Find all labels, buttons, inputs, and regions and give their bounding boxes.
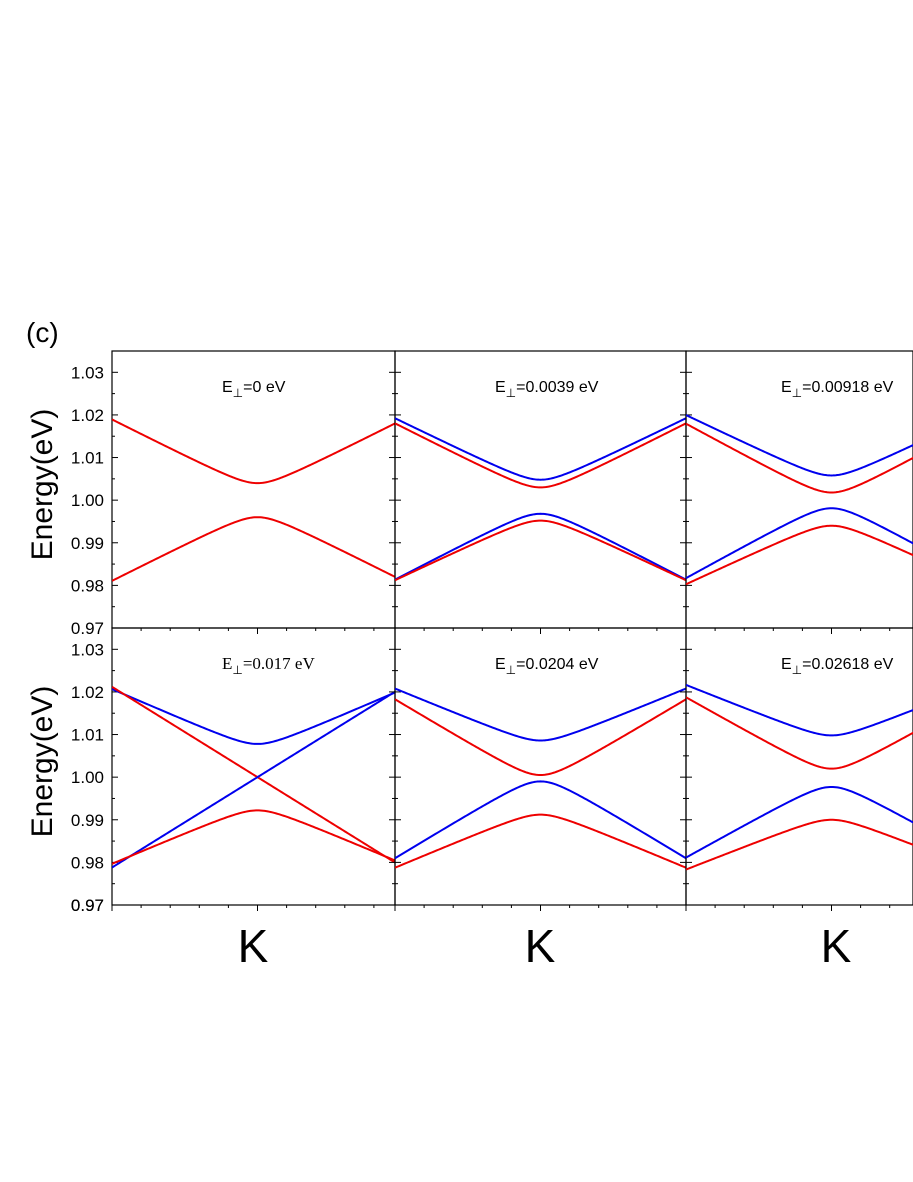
field-label: E⊥=0 eV: [222, 379, 286, 400]
band-line-red: [686, 524, 913, 586]
x-category-label: K: [238, 920, 269, 972]
band-line-red: [112, 516, 395, 582]
band-line-red: [686, 696, 913, 770]
y-tick-label: 1.00: [71, 491, 104, 510]
y-tick-label: 0.97: [71, 896, 104, 915]
y-tick-label: 1.01: [71, 449, 104, 468]
band-line-red: [112, 809, 395, 865]
panel-2: E⊥=0.0039 eV: [389, 350, 687, 634]
band-curves: [395, 417, 686, 582]
band-line-red: [112, 418, 395, 485]
y-tick-label: 1.03: [71, 363, 104, 382]
band-curves: [395, 687, 686, 869]
band-line-red: [395, 422, 686, 489]
x-category-label: K: [525, 920, 556, 972]
panel-frame: [685, 627, 913, 906]
x-category-label: K: [821, 920, 852, 972]
y-tick-label: 0.98: [71, 853, 104, 872]
y-tick-label: 0.99: [71, 811, 104, 830]
band-curves: [112, 418, 395, 582]
band-curves: [686, 414, 913, 586]
band-line-blue: [395, 687, 686, 742]
panel-letter: (c): [26, 317, 59, 348]
band-line-red: [395, 813, 686, 869]
field-label: E⊥=0.02618 eV: [781, 656, 894, 677]
y-tick-label: 1.01: [71, 726, 104, 745]
band-line-blue: [112, 690, 395, 869]
band-line-blue: [686, 785, 913, 859]
field-label: E⊥=0.0204 eV: [495, 656, 599, 677]
band-curves: [112, 685, 395, 869]
panel-3: E⊥=0.00918 eV: [680, 350, 913, 634]
band-line-red: [395, 698, 686, 777]
y-tick-label: 1.02: [71, 683, 104, 702]
panel-6: E⊥=0.02618 eV: [680, 627, 913, 911]
plot-area: 0.98 0.99 1.00 1.01 1.02 1.03 Energy(eV) 0.97 0.…: [26, 350, 913, 972]
band-line-blue: [686, 683, 913, 737]
band-line-blue: [112, 688, 395, 745]
y-tick-label: 1.03: [71, 640, 104, 659]
panel-5: E⊥=0.0204 eV: [389, 627, 687, 911]
y-tick-label: 0.99: [71, 534, 104, 553]
band-curves: [686, 683, 913, 871]
y-tick-label: 0.98: [71, 576, 104, 595]
band-line-red: [686, 422, 913, 494]
band-line-blue: [686, 507, 913, 580]
y-axis-label: Energy(eV): [26, 686, 59, 838]
y-axis-label: Energy(eV): [26, 409, 59, 561]
band-line-red: [395, 519, 686, 582]
panel-4: E⊥=0.017 eV: [111, 627, 396, 911]
y-tick-label: 1.00: [71, 768, 104, 787]
y-tick-label: 1.02: [71, 406, 104, 425]
band-line-blue: [395, 780, 686, 860]
band-line-blue: [686, 414, 913, 477]
panel-1: E⊥=0 eV: [111, 350, 396, 634]
band-line-blue: [395, 417, 686, 481]
y-tick-label: 0.97: [71, 896, 104, 915]
band-line-blue: [395, 512, 686, 581]
band-line-red: [686, 818, 913, 871]
field-label: E⊥=0.017 eV: [222, 654, 315, 677]
field-label: E⊥=0.00918 eV: [781, 379, 894, 400]
field-label: E⊥=0.0039 eV: [495, 379, 599, 400]
y-tick-label: 0.97: [71, 619, 104, 638]
